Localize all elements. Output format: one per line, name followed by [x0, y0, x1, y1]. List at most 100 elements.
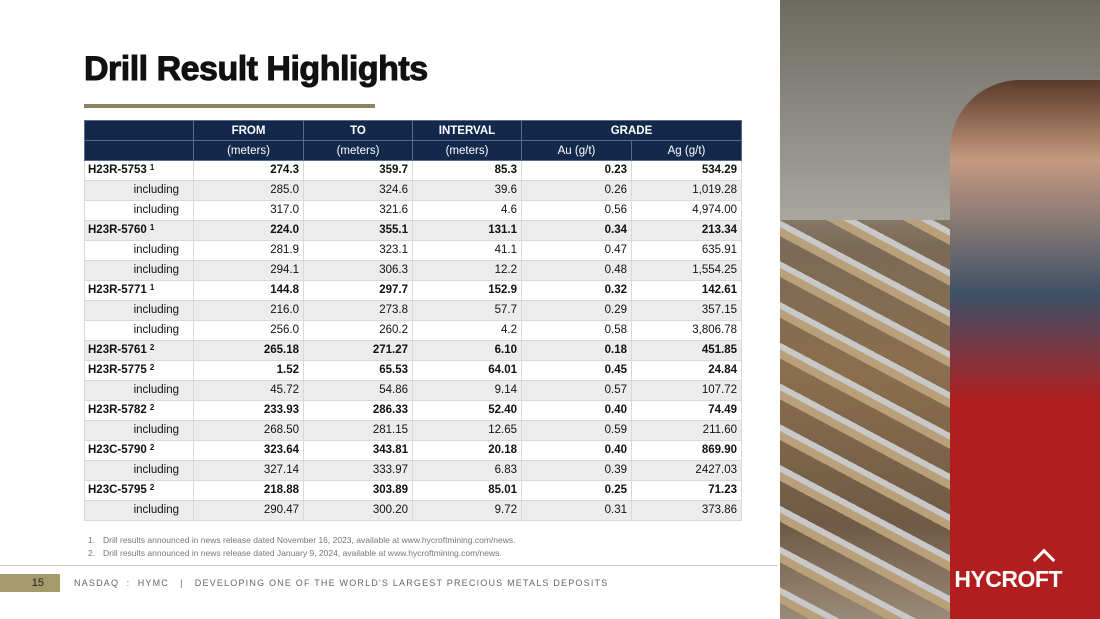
ag-cell: 142.61: [631, 280, 742, 301]
footnote-ref: 2: [149, 483, 155, 492]
to-cell: 273.8: [303, 300, 413, 321]
header-row-2: (meters) (meters) (meters) Au (g/t) Ag (…: [84, 140, 742, 161]
core-inspection-photo: HYCROFT: [780, 0, 1100, 619]
header-row-1: FROM TO INTERVAL GRADE: [84, 120, 742, 141]
from-cell: 216.0: [193, 300, 304, 321]
table-row: including 216.0 273.8 57.7 0.29 357.15: [84, 300, 742, 321]
ag-cell: 4,974.00: [631, 200, 742, 221]
hole-label: including: [133, 424, 179, 436]
interval-cell: 9.14: [412, 380, 522, 401]
hole-label: H23C-5790: [88, 444, 147, 456]
table-row: H23R-5775 2 1.52 65.53 64.01 0.45 24.84: [84, 360, 742, 381]
hole-id-cell: including: [84, 320, 194, 341]
from-cell: 274.3: [193, 160, 304, 181]
subheader-to-unit: (meters): [303, 140, 413, 161]
table-row: including 290.47 300.20 9.72 0.31 373.86: [84, 500, 742, 521]
hole-id-cell: H23R-5782 2: [84, 400, 194, 421]
au-cell: 0.23: [521, 160, 632, 181]
footnote-ref: 2: [149, 363, 155, 372]
hole-id-cell: H23R-5775 2: [84, 360, 194, 381]
from-cell: 327.14: [193, 460, 304, 481]
hole-id-cell: including: [84, 200, 194, 221]
to-cell: 65.53: [303, 360, 413, 381]
to-cell: 303.89: [303, 480, 413, 501]
ag-cell: 534.29: [631, 160, 742, 181]
footnote-ref: 1: [149, 223, 155, 232]
subheader-cell: [84, 140, 194, 161]
hole-label: H23R-5761: [88, 344, 147, 356]
au-cell: 0.56: [521, 200, 632, 221]
interval-cell: 12.65: [412, 420, 522, 441]
table-row: including 268.50 281.15 12.65 0.59 211.60: [84, 420, 742, 441]
header-interval: INTERVAL: [412, 120, 522, 141]
hole-id-cell: including: [84, 380, 194, 401]
au-cell: 0.40: [521, 400, 632, 421]
geologist-figure: [950, 80, 1100, 619]
to-cell: 286.33: [303, 400, 413, 421]
footnote-ref: 1: [149, 283, 155, 292]
hole-id-cell: including: [84, 240, 194, 261]
au-cell: 0.58: [521, 320, 632, 341]
ag-cell: 451.85: [631, 340, 742, 361]
interval-cell: 57.7: [412, 300, 522, 321]
to-cell: 359.7: [303, 160, 413, 181]
from-cell: 265.18: [193, 340, 304, 361]
hole-label: including: [133, 204, 179, 216]
table-row: including 294.1 306.3 12.2 0.48 1,554.25: [84, 260, 742, 281]
ag-cell: 74.49: [631, 400, 742, 421]
hole-id-cell: including: [84, 420, 194, 441]
hole-id-cell: including: [84, 180, 194, 201]
hole-id-cell: including: [84, 260, 194, 281]
hole-id-cell: including: [84, 460, 194, 481]
ag-cell: 211.60: [631, 420, 742, 441]
hole-label: H23R-5775: [88, 364, 147, 376]
au-cell: 0.25: [521, 480, 632, 501]
interval-cell: 39.6: [412, 180, 522, 201]
hole-label: including: [133, 504, 179, 516]
table-row: including 317.0 321.6 4.6 0.56 4,974.00: [84, 200, 742, 221]
title-underline: [84, 104, 375, 108]
au-cell: 0.29: [521, 300, 632, 321]
footnote-number: 2.: [88, 548, 96, 558]
ag-cell: 357.15: [631, 300, 742, 321]
subheader-from-unit: (meters): [193, 140, 304, 161]
hole-id-cell: H23R-5771 1: [84, 280, 194, 301]
hole-id-cell: including: [84, 300, 194, 321]
page-number: 15: [0, 574, 60, 592]
to-cell: 324.6: [303, 180, 413, 201]
from-cell: 285.0: [193, 180, 304, 201]
ag-cell: 373.86: [631, 500, 742, 521]
interval-cell: 85.3: [412, 160, 522, 181]
from-cell: 294.1: [193, 260, 304, 281]
to-cell: 306.3: [303, 260, 413, 281]
interval-cell: 9.72: [412, 500, 522, 521]
interval-cell: 6.83: [412, 460, 522, 481]
ag-cell: 1,554.25: [631, 260, 742, 281]
ag-cell: 213.34: [631, 220, 742, 241]
footnote-number: 1.: [88, 535, 96, 545]
footnote-text: Drill results announced in news release …: [103, 535, 516, 545]
hole-label: H23R-5760: [88, 224, 147, 236]
footnote-ref: 1: [149, 163, 155, 172]
interval-cell: 41.1: [412, 240, 522, 261]
hole-id-cell: H23R-5761 2: [84, 340, 194, 361]
footer-divider: [0, 565, 778, 566]
hole-label: H23C-5795: [88, 484, 147, 496]
ag-cell: 1,019.28: [631, 180, 742, 201]
to-cell: 281.15: [303, 420, 413, 441]
from-cell: 1.52: [193, 360, 304, 381]
to-cell: 323.1: [303, 240, 413, 261]
to-cell: 260.2: [303, 320, 413, 341]
hole-label: including: [133, 464, 179, 476]
hole-label: including: [133, 244, 179, 256]
interval-cell: 152.9: [412, 280, 522, 301]
hole-label: H23R-5771: [88, 284, 147, 296]
interval-cell: 6.10: [412, 340, 522, 361]
from-cell: 224.0: [193, 220, 304, 241]
from-cell: 144.8: [193, 280, 304, 301]
table-row: H23C-5795 2 218.88 303.89 85.01 0.25 71.23: [84, 480, 742, 501]
footnote-ref: 2: [149, 343, 155, 352]
au-cell: 0.48: [521, 260, 632, 281]
table-row: H23R-5753 1 274.3 359.7 85.3 0.23 534.29: [84, 160, 742, 181]
au-cell: 0.31: [521, 500, 632, 521]
